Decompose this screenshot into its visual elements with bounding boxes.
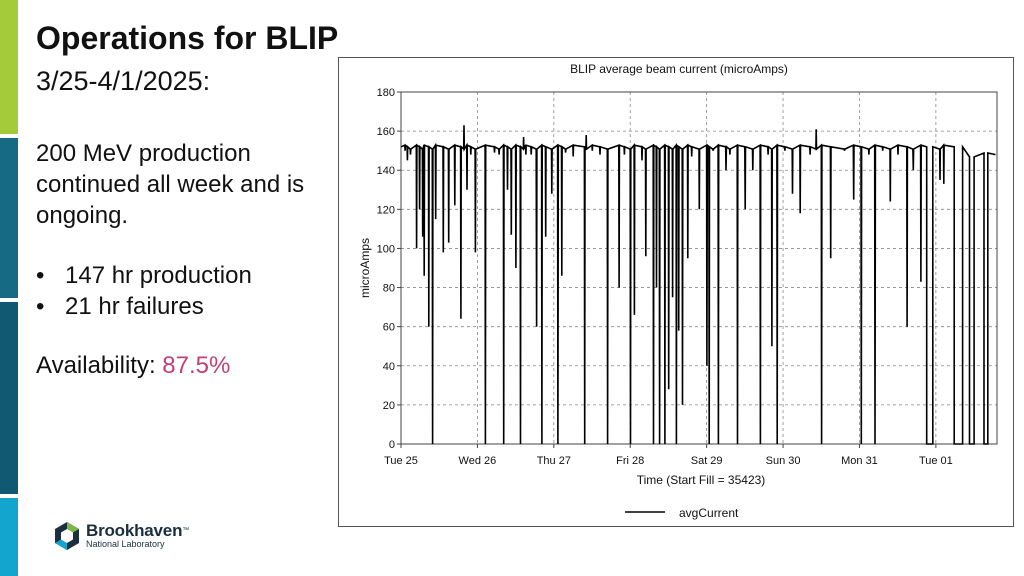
date-range: 3/25-4/1/2025:	[36, 66, 211, 96]
y-tick-label: 100	[377, 243, 395, 255]
y-tick-label: 120	[377, 204, 395, 216]
y-tick-label: 160	[377, 126, 395, 138]
y-tick-label: 180	[377, 87, 395, 99]
logo-name: Brookhaven™	[86, 520, 190, 540]
x-tick-label: Sat 29	[691, 455, 723, 467]
production-summary: 200 MeV production continued all week an…	[36, 140, 305, 229]
brookhaven-logo: Brookhaven™ National Laboratory	[54, 521, 189, 551]
accent-bar-teal	[0, 138, 18, 298]
stats-list: 147 hr production 21 hr failures	[36, 260, 252, 322]
legend-label: avgCurrent	[679, 506, 739, 520]
chart-canvas: BLIP average beam current (microAmps) 0 2…	[358, 62, 998, 520]
y-tick-label: 0	[389, 439, 395, 451]
availability: Availability: 87.5%	[36, 352, 230, 380]
logo-subtitle: National Laboratory	[86, 538, 165, 549]
x-tick-label: Tue 01	[919, 455, 953, 467]
x-tick-label: Mon 31	[841, 455, 878, 467]
y-tick-label: 20	[383, 400, 395, 412]
availability-value: 87.5%	[162, 352, 231, 379]
y-tick-label: 40	[383, 361, 395, 373]
x-tick-label: Wed 26	[459, 455, 497, 467]
beam-current-chart: BLIP average beam current (microAmps) 0 2…	[338, 57, 1014, 527]
bullet-production-hours: 147 hr production	[36, 260, 252, 291]
bullet-failure-hours: 21 hr failures	[36, 291, 252, 322]
chart-title: BLIP average beam current (microAmps)	[570, 62, 788, 76]
slide-title: Operations for BLIP	[36, 20, 339, 56]
x-tick-label: Fri 28	[616, 455, 644, 467]
series-line-avgcurrent	[400, 125, 996, 445]
y-tick-label: 80	[383, 283, 395, 295]
availability-label: Availability:	[36, 352, 156, 379]
trademark-mark: ™	[182, 526, 190, 534]
y-axis-label: microAmps	[358, 238, 372, 298]
hexagon-logo-icon	[55, 522, 79, 550]
x-tick-label: Thu 27	[537, 455, 571, 467]
chart-axes: 0 20 40 60 80 100 120 140 160 180 Tue 25 Wed 26 Thu …	[377, 87, 998, 467]
accent-bar-dark-teal	[0, 302, 18, 494]
plot-area	[400, 91, 998, 445]
x-tick-label: Sun 30	[766, 455, 801, 467]
accent-bar-green	[0, 0, 18, 134]
accent-bar-cyan	[0, 498, 18, 576]
y-tick-label: 60	[383, 322, 395, 334]
y-tick-label: 140	[377, 165, 395, 177]
x-axis-label: Time (Start Fill = 35423)	[637, 473, 766, 487]
x-tick-label: Tue 25	[384, 455, 418, 467]
